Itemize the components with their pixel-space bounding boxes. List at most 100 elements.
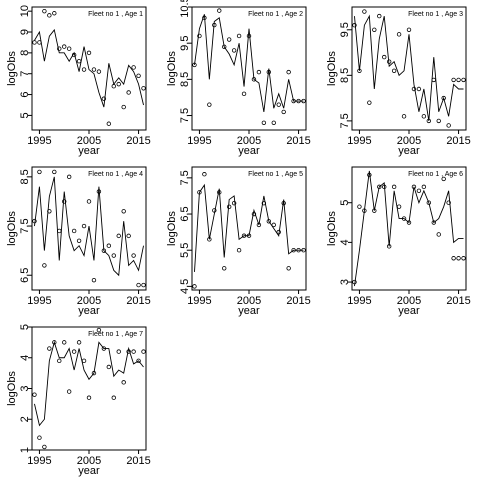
observation-point [226, 37, 232, 42]
x-axis-label: year [398, 305, 420, 317]
y-tick-label: 9 [19, 29, 31, 35]
observation-point [436, 232, 441, 237]
x-tick-label: 1995 [347, 295, 371, 307]
plot-frame [191, 6, 307, 131]
observation-point [66, 174, 72, 180]
x-axis-label: year [398, 145, 420, 157]
observation-point [231, 48, 237, 53]
observation-point [271, 120, 276, 125]
observation-point [86, 395, 92, 400]
observation-point [86, 50, 92, 56]
observation-point [91, 67, 97, 72]
observation-point [236, 33, 242, 39]
x-tick-label: 1995 [187, 295, 211, 307]
observation-point [131, 253, 136, 258]
observation-point [241, 91, 247, 97]
observation-point [207, 102, 212, 107]
observation-point [136, 358, 141, 364]
observation-point [106, 121, 112, 126]
observation-point [121, 380, 126, 385]
observation-point [372, 27, 377, 32]
observation-point [42, 263, 47, 268]
observation-point [81, 223, 87, 229]
observation-point [136, 73, 141, 78]
observation-point [32, 40, 37, 45]
y-tick-label: 7.5 [179, 108, 191, 123]
observation-point [116, 349, 121, 354]
observation-point [456, 77, 461, 83]
observation-point [246, 33, 252, 39]
x-tick-label: 1995 [27, 455, 51, 467]
observation-point [286, 69, 291, 75]
observation-point [367, 100, 372, 105]
observation-point [131, 65, 136, 70]
y-axis-label: logObs [6, 211, 18, 246]
y-tick-label: 7 [19, 71, 31, 77]
x-tick-label: 1995 [187, 135, 211, 147]
y-tick-label: 7.5 [339, 113, 351, 128]
observation-point [391, 184, 397, 190]
observation-point [32, 392, 37, 397]
y-tick-label: 5.5 [179, 243, 191, 258]
observation-point [81, 67, 87, 72]
observation-point [382, 54, 387, 60]
x-tick-label: 2015 [126, 295, 150, 307]
observation-point [106, 243, 112, 248]
observation-point [352, 23, 357, 28]
observation-point [391, 68, 397, 73]
observation-point [136, 282, 141, 288]
observation-point [101, 96, 107, 101]
observation-point [276, 102, 281, 107]
fitted-line [354, 170, 464, 287]
y-tick-label: 10.5 [179, 0, 191, 18]
x-tick-label: 2015 [446, 295, 470, 307]
observation-point [226, 204, 232, 209]
observation-point [81, 358, 87, 364]
observation-point [37, 169, 42, 175]
observation-point [362, 9, 367, 14]
panel-label: Fleet no 1 , Age 1 [88, 11, 143, 18]
y-axis-label: logObs [6, 371, 18, 406]
observation-point [217, 8, 222, 13]
observation-point [131, 349, 136, 354]
observation-point [76, 340, 82, 345]
observation-point [116, 81, 121, 87]
panel-label: Fleet no 1 , Age 2 [248, 11, 303, 18]
x-tick-label: 2015 [126, 135, 150, 147]
x-tick-label: 2005 [77, 135, 101, 147]
observation-point [231, 200, 237, 206]
y-tick-label: 1 [19, 447, 31, 453]
observation-point [62, 340, 67, 345]
observation-point [47, 13, 52, 18]
observation-point [52, 340, 57, 345]
fitted-line [194, 183, 304, 272]
x-axis-label: year [238, 305, 260, 317]
y-tick-label: 8 [19, 50, 31, 56]
observation-point [396, 204, 402, 209]
x-tick-label: 2015 [446, 135, 470, 147]
observation-point [32, 218, 37, 224]
observation-point [357, 204, 362, 209]
observation-point [197, 33, 202, 39]
y-tick-label: 3 [19, 385, 31, 391]
observation-point [236, 248, 242, 253]
x-tick-label: 1995 [27, 135, 51, 147]
observation-point [456, 256, 461, 261]
y-tick-label: 7.5 [179, 170, 191, 185]
x-tick-label: 2015 [286, 135, 310, 147]
observation-point [96, 327, 102, 333]
observation-point [76, 59, 82, 64]
observation-point [192, 284, 197, 289]
y-tick-label: 9.5 [339, 22, 351, 37]
observation-point [52, 11, 57, 16]
y-tick-label: 5 [19, 112, 31, 118]
panel-label: Fleet no 1 , Age 7 [88, 331, 143, 338]
x-tick-label: 1995 [347, 135, 371, 147]
observation-point [47, 346, 52, 351]
fitted-line [34, 28, 144, 108]
observation-point [106, 364, 112, 370]
y-tick-label: 3 [339, 279, 351, 285]
observation-point [396, 32, 402, 37]
observation-point [406, 27, 412, 32]
